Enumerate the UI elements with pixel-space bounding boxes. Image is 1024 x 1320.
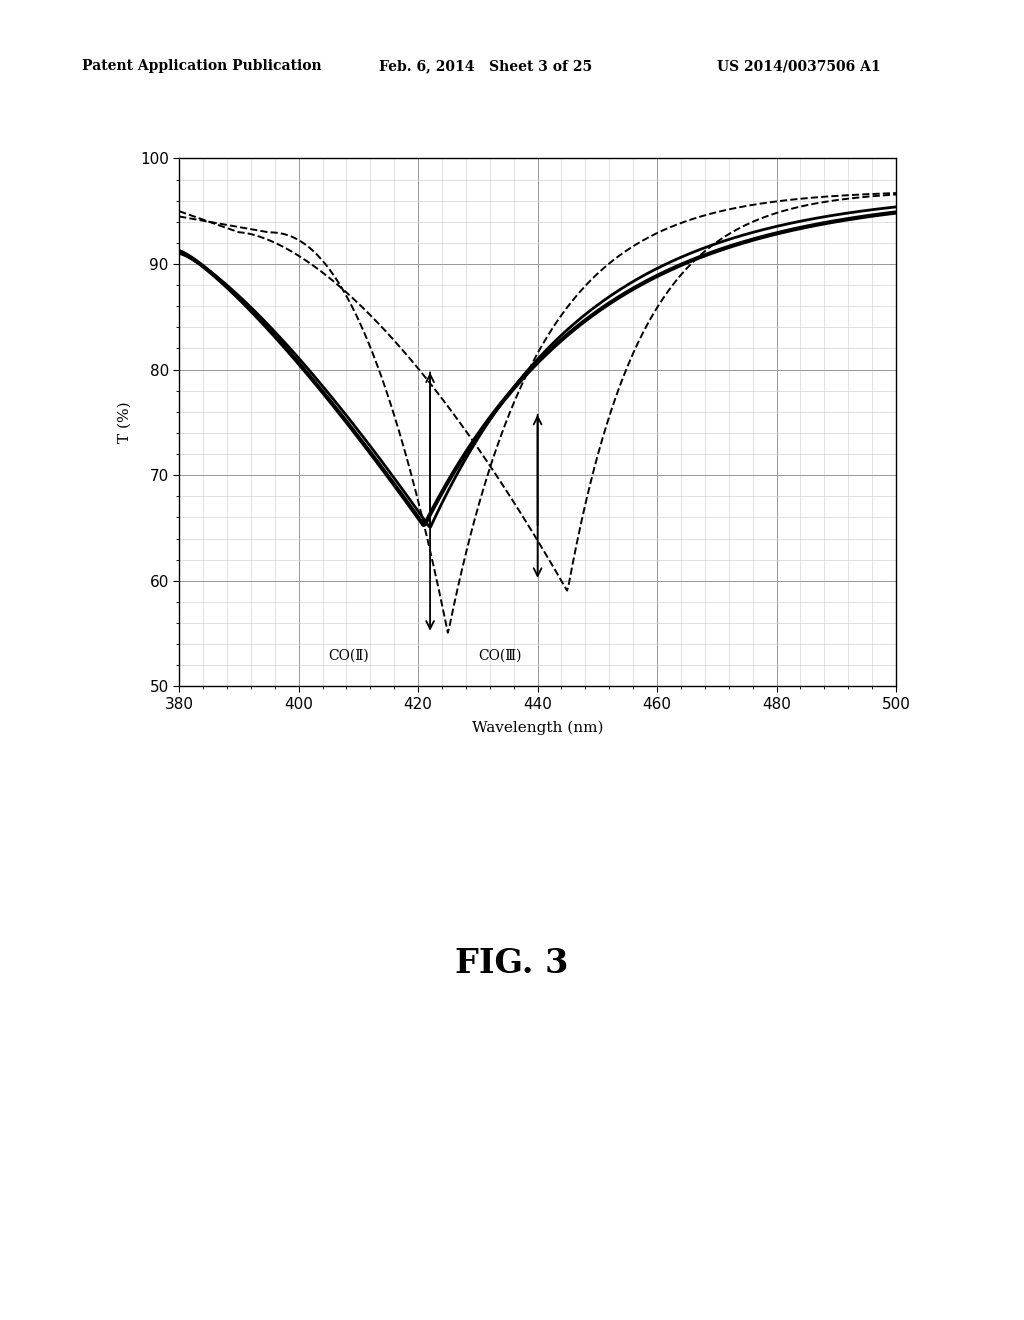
Text: CO(Ⅲ): CO(Ⅲ) bbox=[478, 649, 521, 663]
X-axis label: Wavelength (nm): Wavelength (nm) bbox=[472, 721, 603, 734]
Text: Feb. 6, 2014   Sheet 3 of 25: Feb. 6, 2014 Sheet 3 of 25 bbox=[379, 59, 592, 74]
Text: CO(Ⅱ): CO(Ⅱ) bbox=[329, 649, 370, 663]
Text: FIG. 3: FIG. 3 bbox=[456, 948, 568, 979]
Text: Patent Application Publication: Patent Application Publication bbox=[82, 59, 322, 74]
Text: US 2014/0037506 A1: US 2014/0037506 A1 bbox=[717, 59, 881, 74]
Y-axis label: T (%): T (%) bbox=[118, 401, 131, 444]
